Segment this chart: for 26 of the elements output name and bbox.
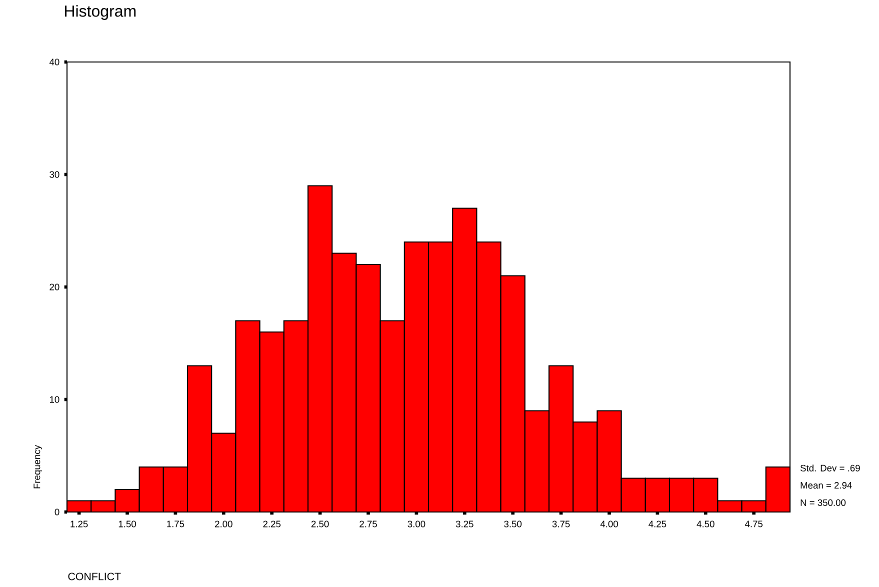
x-tick-label: 3.50 (504, 520, 522, 528)
y-tick-label: 10 (50, 396, 60, 403)
chart-title: Histogram (65, 5, 136, 20)
x-tick-label: 2.25 (263, 520, 281, 528)
text: N = 350.00 (800, 499, 846, 506)
x-tick-label: 4.00 (600, 520, 618, 528)
x-tick-label: 2.50 (311, 520, 329, 528)
x-tick-label: 3.25 (456, 520, 474, 528)
y-tick-label: 30 (50, 171, 60, 178)
x-tick-label: 1.75 (167, 520, 184, 528)
text: Std. Dev = .69 (800, 464, 860, 472)
x-tick-label: 3.00 (408, 520, 426, 528)
x-tick-label: 4.75 (744, 520, 763, 528)
x-tick-label: 4.25 (648, 520, 666, 528)
x-tick-label: 3.75 (552, 520, 570, 528)
text: Mean = 2.94 (800, 482, 852, 489)
y-axis-title: Frequency (34, 444, 42, 488)
x-tick-label: 4.50 (696, 520, 714, 528)
x-axis-title: CONFLICT (68, 572, 121, 580)
x-tick-label: 2.00 (215, 520, 232, 528)
x-tick-label: 1.50 (118, 520, 136, 528)
y-tick-label: 40 (49, 58, 60, 66)
x-tick-label: 2.75 (360, 520, 377, 528)
y-tick-label: 20 (50, 284, 60, 290)
y-tick-label: 0 (54, 508, 60, 516)
x-tick-label: 1.25 (70, 520, 88, 528)
